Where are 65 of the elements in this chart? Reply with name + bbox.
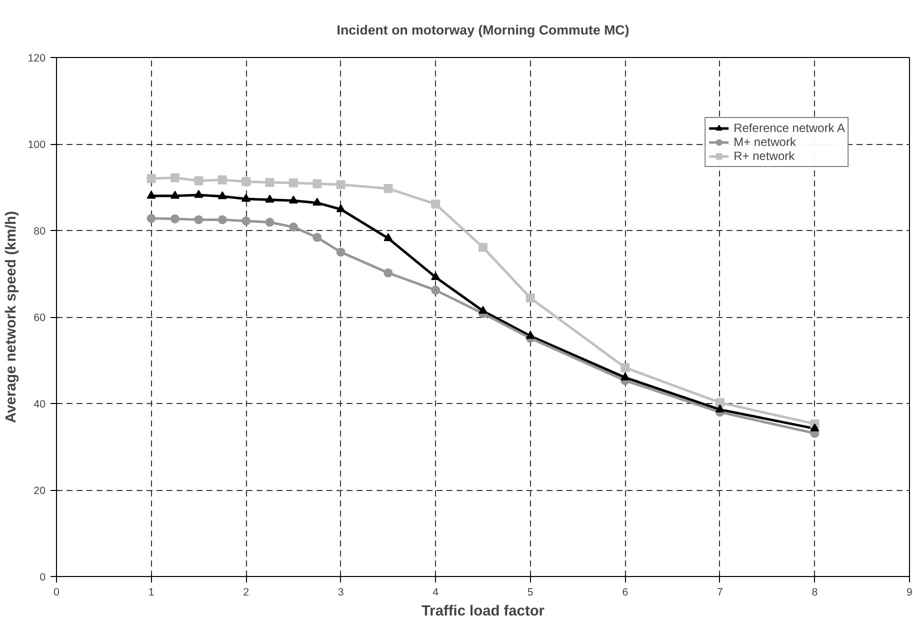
- point: [312, 179, 322, 188]
- y-tick-label: 80: [34, 226, 46, 238]
- legend-label: M+ network: [734, 135, 796, 149]
- chart-title: Incident on motorway (Morning Commute MC): [336, 22, 630, 38]
- point: [810, 423, 820, 432]
- point: [146, 214, 156, 223]
- point: [336, 248, 346, 257]
- x-tick-label: 5: [527, 586, 534, 598]
- point: [194, 190, 204, 198]
- point: [478, 306, 488, 314]
- y-tick-label: 20: [34, 485, 46, 497]
- point: [218, 191, 227, 200]
- point: [620, 363, 630, 372]
- point: [288, 222, 298, 232]
- x-tick-label: 9: [906, 586, 913, 598]
- point: [431, 286, 440, 295]
- point: [336, 204, 346, 212]
- y-tick-label: 100: [28, 139, 46, 151]
- point: [194, 176, 204, 186]
- point: [384, 268, 393, 278]
- y-tick-label: 0: [40, 572, 46, 584]
- point: [715, 404, 724, 412]
- point: [170, 173, 180, 182]
- legend-label: R+ network: [734, 149, 795, 163]
- x-tick-label: 1: [148, 586, 154, 598]
- point: [265, 194, 274, 203]
- point: [384, 184, 393, 194]
- y-tick-label: 120: [28, 52, 46, 64]
- point: [431, 200, 440, 209]
- y-tick-label: 40: [34, 398, 46, 410]
- x-tick-label: 3: [338, 586, 344, 598]
- point: [526, 293, 535, 302]
- point: [242, 194, 251, 202]
- point: [194, 215, 204, 224]
- point: [265, 178, 274, 187]
- x-tick-label: 8: [812, 586, 818, 598]
- point: [312, 198, 322, 206]
- x-tick-label: 4: [432, 586, 439, 598]
- point: [715, 398, 724, 408]
- point: [170, 190, 180, 199]
- point: [288, 178, 298, 188]
- point: [218, 175, 227, 184]
- point: [431, 272, 440, 280]
- y-tick-label: 60: [34, 312, 46, 324]
- point: [620, 372, 630, 380]
- point: [170, 214, 180, 224]
- point: [146, 190, 156, 199]
- point: [384, 233, 393, 242]
- y-axis-title: Average network speed (km/h): [4, 210, 20, 424]
- point: [288, 196, 298, 204]
- point: [265, 218, 274, 227]
- point: [312, 232, 322, 242]
- legend-label: Reference network A: [734, 121, 845, 135]
- x-tick-label: 6: [622, 586, 628, 598]
- x-tick-label: 0: [54, 586, 60, 598]
- point: [242, 216, 251, 226]
- x-tick-label: 7: [716, 586, 723, 598]
- point: [146, 174, 156, 184]
- x-axis-title: Traffic load factor: [422, 604, 545, 620]
- x-tick-label: 2: [243, 586, 250, 598]
- point: [218, 215, 227, 224]
- point: [336, 180, 346, 190]
- point: [526, 330, 535, 339]
- point: [478, 242, 488, 252]
- point: [242, 177, 251, 186]
